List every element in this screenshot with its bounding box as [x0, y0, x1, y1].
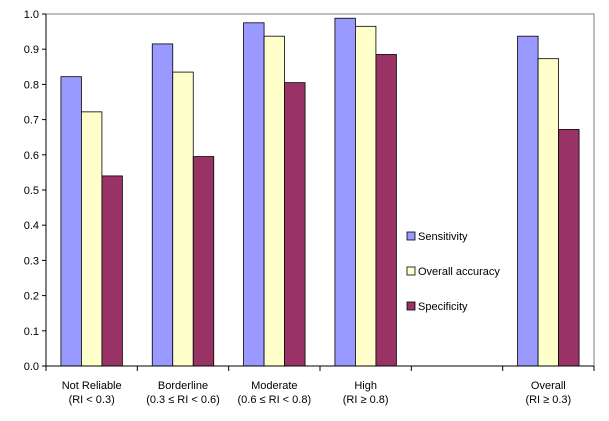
y-tick-label: 0.8 — [24, 79, 39, 91]
y-tick-label: 0.2 — [24, 291, 39, 303]
y-tick-label: 0.3 — [24, 255, 39, 267]
x-tick-sublabel: (0.6 ≤ RI < 0.8) — [238, 394, 312, 406]
y-tick-label: 1.0 — [24, 9, 39, 21]
bar-sensitivity-5 — [517, 35, 539, 367]
x-tick-sublabel: (0.3 ≤ RI < 0.6) — [146, 394, 220, 406]
y-tick-labels: 0.0 0.1 0.2 0.3 0.4 0.5 0.6 0.7 0.8 0.9 1.0 — [24, 9, 39, 373]
bar-overall-accuracy-2 — [263, 35, 285, 367]
bar-overall-accuracy-3 — [355, 25, 377, 367]
x-tick-labels: Not Reliable (RI < 0.3) Borderline (0.3 ≤ R… — [62, 380, 572, 406]
y-tick-label: 0.6 — [24, 150, 39, 162]
bar-specificity-5 — [558, 129, 580, 367]
legend: Sensitivity Overall accuracy Specificity — [406, 231, 500, 313]
axes — [42, 13, 595, 371]
y-tick-label: 0.4 — [24, 220, 39, 232]
x-tick-sublabel: (RI ≥ 0.8) — [343, 394, 389, 406]
bar-overall-accuracy-0 — [81, 111, 103, 367]
legend-label-overall-accuracy: Overall accuracy — [418, 266, 500, 278]
x-tick-label: High — [354, 380, 377, 392]
y-tick-label: 0.1 — [24, 326, 39, 338]
bar-sensitivity-3 — [334, 17, 356, 367]
legend-label-specificity: Specificity — [418, 301, 468, 313]
x-tick-sublabel: (RI < 0.3) — [69, 394, 115, 406]
bar-sensitivity-0 — [60, 76, 82, 367]
legend-swatch-overall-accuracy — [406, 266, 416, 276]
y-tick-label: 0.5 — [24, 185, 39, 197]
bar-sensitivity-2 — [243, 22, 265, 367]
legend-label-sensitivity: Sensitivity — [418, 231, 468, 243]
bar-overall-accuracy-5 — [537, 58, 559, 367]
x-tick-label: Not Reliable — [62, 380, 122, 392]
y-tick-label: 0.9 — [24, 44, 39, 56]
y-tick-label: 0.0 — [24, 361, 39, 373]
bars — [60, 17, 580, 367]
bar-sensitivity-1 — [151, 43, 174, 367]
x-tick-label: Overall — [531, 380, 566, 392]
legend-swatch-sensitivity — [406, 231, 416, 241]
bar-specificity-3 — [375, 54, 397, 367]
plot-frame — [45, 13, 595, 367]
bar-specificity-1 — [192, 156, 215, 367]
legend-swatch-specificity — [406, 301, 416, 311]
plot-area — [45, 13, 595, 367]
bar-specificity-2 — [284, 82, 306, 367]
bar-overall-accuracy-1 — [172, 71, 194, 367]
x-tick-sublabel: (RI ≥ 0.3) — [525, 394, 571, 406]
x-tick-label: Moderate — [251, 380, 297, 392]
y-tick-label: 0.7 — [24, 115, 39, 127]
x-tick-label: Borderline — [158, 380, 208, 392]
bar-specificity-0 — [101, 175, 123, 367]
